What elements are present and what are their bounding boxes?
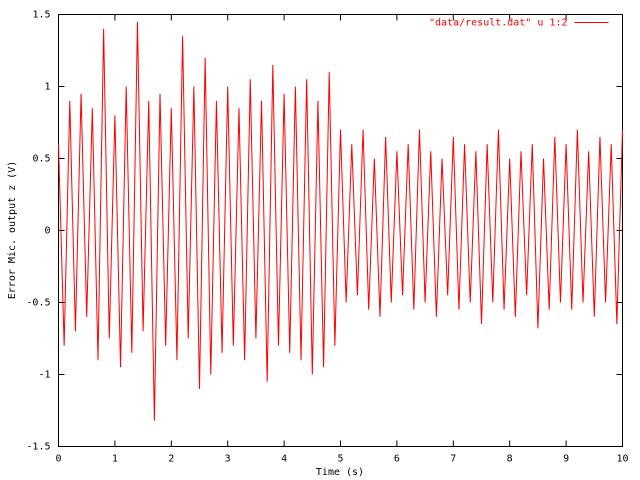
data-line [58, 21, 623, 421]
x-tick-label: 5 [337, 454, 343, 465]
x-tick-label: 8 [507, 454, 513, 465]
x-tick-label: 4 [281, 454, 287, 465]
y-tick-label: 1.5 [32, 10, 50, 21]
x-tick-label: 9 [563, 454, 569, 465]
y-tick-label: 0.5 [32, 154, 50, 165]
x-tick-label: 7 [450, 454, 456, 465]
x-tick-label: 0 [55, 454, 61, 465]
x-tick-label: 6 [394, 454, 400, 465]
legend-label: "data/result.dat" u 1:2 [429, 18, 567, 29]
x-tick-label: 2 [168, 454, 174, 465]
x-tick-label: 10 [616, 454, 628, 465]
x-tick-label: 3 [225, 454, 231, 465]
y-tick-label: 0 [44, 226, 50, 237]
y-tick-label: -1 [38, 370, 50, 381]
x-tick-label: 1 [112, 454, 118, 465]
y-axis-label: Error Mic. output z (V) [7, 161, 18, 299]
plot-frame [58, 14, 623, 447]
y-tick-label: -0.5 [26, 298, 50, 309]
y-tick-label: 1 [44, 82, 50, 93]
y-tick-label: -1.5 [26, 442, 50, 453]
x-axis-label: Time (s) [316, 467, 364, 478]
